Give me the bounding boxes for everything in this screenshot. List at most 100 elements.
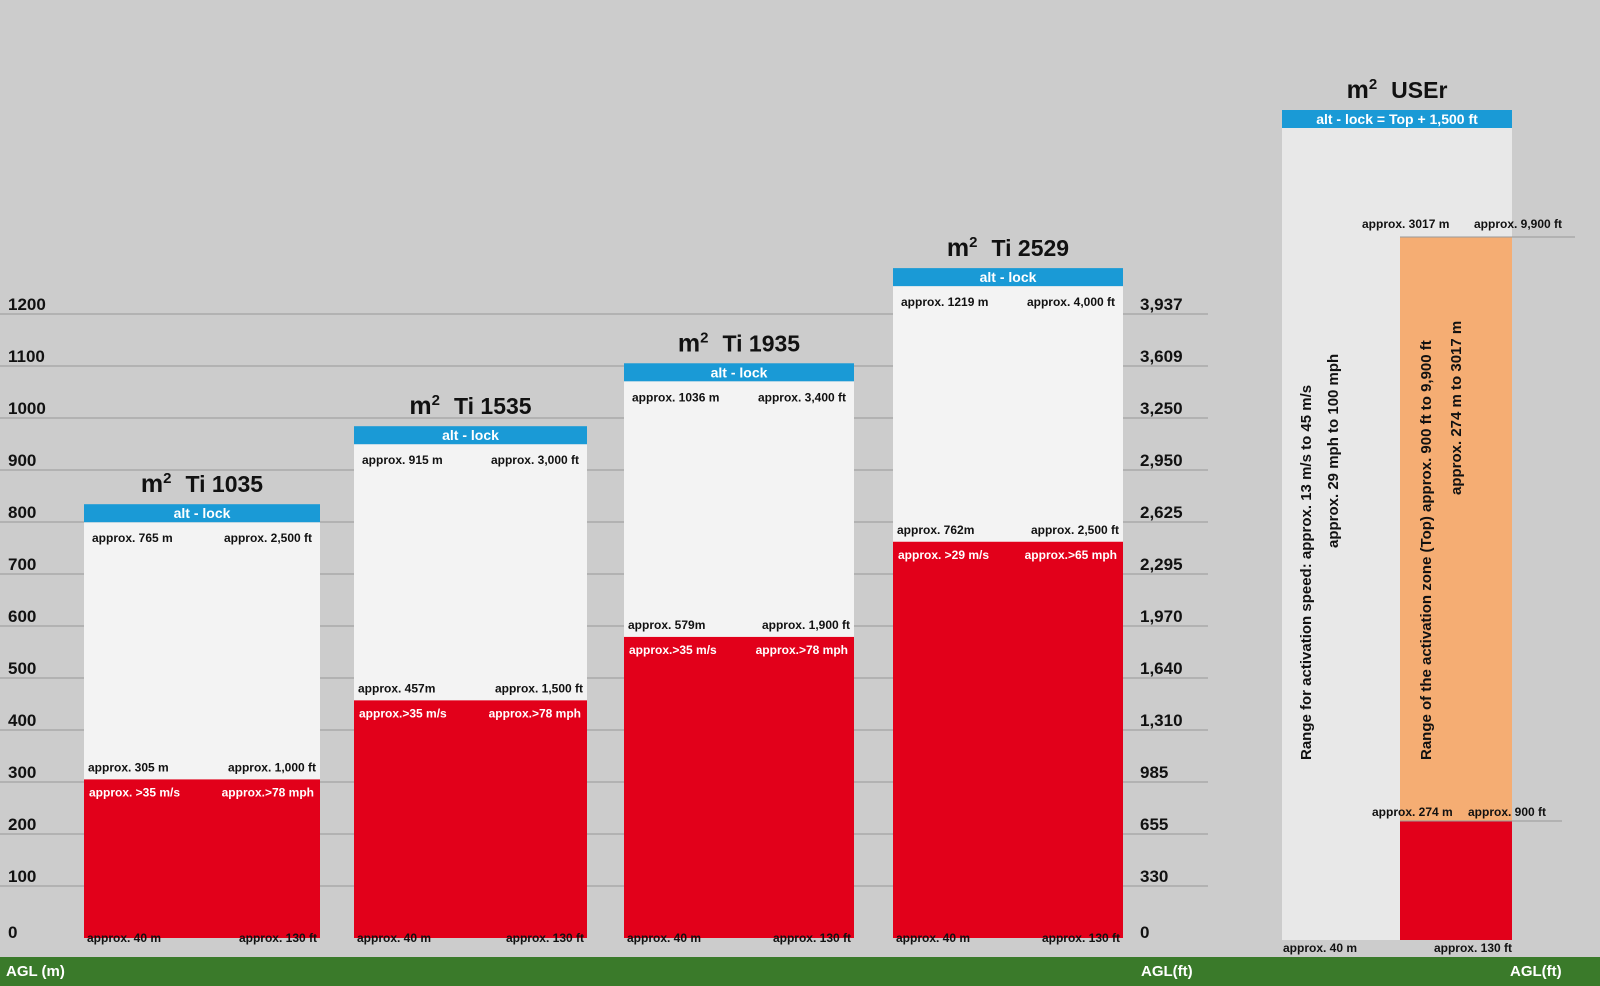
user-zone-bottom-ft: approx. 900 ft: [1468, 805, 1546, 819]
model-title: m2 Ti 1935: [678, 329, 800, 357]
speed-label-ms: approx.>35 m/s: [629, 643, 717, 657]
right-tick-label: 985: [1140, 763, 1168, 782]
user-bottom-m: approx. 40 m: [1283, 941, 1357, 955]
right-tick-label: 330: [1140, 867, 1168, 886]
footer-bar: AGL (m) AGL(ft) AGL(ft): [0, 957, 1600, 986]
bottom-label-ft: approx. 130 ft: [506, 931, 584, 945]
bar-ti-2529: alt - lock m2 Ti 2529 approx. 1219 m approx.…: [893, 234, 1123, 945]
right-tick-label: 655: [1140, 815, 1168, 834]
user-alt-lock-bar: [1282, 110, 1512, 128]
right-tick-label: 2,625: [1140, 503, 1183, 522]
user-low-zone: [1400, 821, 1512, 940]
user-activation-zone: [1400, 237, 1512, 821]
red-top-label-ft: approx. 1,900 ft: [762, 618, 850, 632]
red-top-label-ft: approx. 2,500 ft: [1031, 523, 1119, 537]
left-tick-label: 400: [8, 711, 36, 730]
left-tick-label: 0: [8, 923, 17, 942]
user-speed-range-text-1: Range for activation speed: approx. 13 m…: [1298, 385, 1315, 760]
bottom-label-ft: approx. 130 ft: [1042, 931, 1120, 945]
left-tick-label: 200: [8, 815, 36, 834]
speed-zone-bar: [893, 541, 1123, 938]
right-tick-label: 2,950: [1140, 451, 1183, 470]
right-axis: 3,937 3,609 3,250 2,950 2,625 2,295 1,970 1,640…: [1140, 295, 1183, 942]
bottom-label-m: approx. 40 m: [357, 931, 431, 945]
left-tick-label: 1000: [8, 399, 46, 418]
user-zone-top-ft: approx. 9,900 ft: [1474, 217, 1562, 231]
speed-zone-bar: [624, 636, 854, 938]
top-label-ft: approx. 3,000 ft: [491, 453, 579, 467]
footer-right-label: AGL(ft): [1510, 963, 1562, 980]
speed-label-mph: approx.>78 mph: [489, 706, 581, 720]
bottom-label-m: approx. 40 m: [896, 931, 970, 945]
red-top-label-ft: approx. 1,500 ft: [495, 681, 583, 695]
left-tick-label: 1200: [8, 295, 46, 314]
speed-label-ms: approx. >29 m/s: [898, 548, 989, 562]
left-tick-label: 500: [8, 659, 36, 678]
top-label-m: approx. 1219 m: [901, 295, 988, 309]
user-bottom-ft: approx. 130 ft: [1434, 941, 1512, 955]
speed-zone-bar: [354, 700, 587, 938]
right-tick-label: 1,970: [1140, 607, 1183, 626]
top-label-ft: approx. 3,400 ft: [758, 390, 846, 404]
alt-lock-bar: [624, 363, 854, 382]
alt-lock-bar: [354, 426, 587, 445]
model-title: m2 Ti 1035: [141, 470, 263, 498]
user-speed-range-text-2: approx. 29 mph to 100 mph: [1325, 354, 1342, 548]
top-label-m: approx. 1036 m: [632, 390, 719, 404]
alt-lock-bar: [84, 504, 320, 523]
right-tick-label: 1,310: [1140, 711, 1183, 730]
red-top-label-ft: approx. 1,000 ft: [228, 760, 316, 774]
alt-lock-label: alt - lock: [174, 505, 231, 521]
left-tick-label: 300: [8, 763, 36, 782]
bar-ti-1935: alt - lock m2 Ti 1935 approx. 1036 m approx.…: [624, 329, 854, 945]
bar-ti-1535: alt - lock m2 Ti 1535 approx. 915 m approx. …: [354, 392, 587, 945]
user-zone-bottom-m: approx. 274 m: [1372, 805, 1453, 819]
red-top-label-m: approx. 305 m: [88, 760, 169, 774]
speed-label-mph: approx.>78 mph: [222, 785, 314, 799]
right-tick-label: 0: [1140, 923, 1149, 942]
top-label-ft: approx. 2,500 ft: [224, 531, 312, 545]
footer-background: [0, 957, 1600, 986]
right-tick-label: 3,937: [1140, 295, 1183, 314]
bar-group: alt - lock m2 Ti 1035 approx. 765 m approx. …: [84, 234, 1123, 945]
red-top-label-m: approx. 579m: [628, 618, 705, 632]
speed-label-ms: approx.>35 m/s: [359, 706, 447, 720]
bottom-label-ft: approx. 130 ft: [239, 931, 317, 945]
speed-zone-bar: [84, 779, 320, 938]
bar-ti-1035: alt - lock m2 Ti 1035 approx. 765 m approx. …: [84, 470, 320, 945]
top-label-m: approx. 765 m: [92, 531, 173, 545]
right-tick-label: 1,640: [1140, 659, 1183, 678]
user-model-title: m2 USEr: [1347, 76, 1448, 104]
top-label-ft: approx. 4,000 ft: [1027, 295, 1115, 309]
bottom-label-ft: approx. 130 ft: [773, 931, 851, 945]
left-tick-label: 1100: [8, 347, 45, 366]
right-tick-label: 2,295: [1140, 555, 1183, 574]
right-tick-label: 3,250: [1140, 399, 1183, 418]
red-top-label-m: approx. 457m: [358, 681, 435, 695]
footer-left-label: AGL (m): [6, 963, 65, 980]
alt-lock-label: alt - lock: [980, 269, 1037, 285]
alt-lock-bar: [893, 268, 1123, 287]
speed-label-ms: approx. >35 m/s: [89, 785, 180, 799]
model-title: m2 Ti 1535: [409, 392, 531, 420]
alt-lock-label: alt - lock: [711, 364, 768, 380]
user-panel: alt - lock = Top + 1,500 ft m2 USEr approx.…: [1282, 76, 1575, 955]
left-tick-label: 700: [8, 555, 36, 574]
left-tick-label: 800: [8, 503, 36, 522]
alt-lock-label: alt - lock: [442, 427, 499, 443]
footer-mid-label: AGL(ft): [1141, 963, 1193, 980]
speed-label-mph: approx.>78 mph: [756, 643, 848, 657]
red-top-label-m: approx. 762m: [897, 523, 974, 537]
left-tick-label: 600: [8, 607, 36, 626]
right-tick-label: 3,609: [1140, 347, 1183, 366]
user-zone-range-text-2: approx. 274 m to 3017 m: [1448, 321, 1465, 495]
bottom-label-m: approx. 40 m: [87, 931, 161, 945]
speed-label-mph: approx.>65 mph: [1025, 548, 1117, 562]
model-title: m2 Ti 2529: [947, 234, 1069, 262]
bottom-label-m: approx. 40 m: [627, 931, 701, 945]
user-zone-range-text-1: Range of the activation zone (Top) appro…: [1418, 340, 1435, 760]
user-zone-top-m: approx. 3017 m: [1362, 217, 1449, 231]
left-tick-label: 900: [8, 451, 36, 470]
